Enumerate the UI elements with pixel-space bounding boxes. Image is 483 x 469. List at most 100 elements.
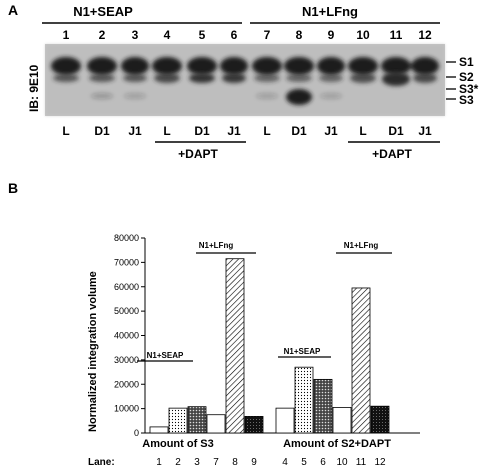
ligand-label: J1: [128, 124, 142, 138]
ligand-label: D1: [291, 124, 307, 138]
lane-number: 5: [199, 28, 206, 42]
lane-number: 11: [390, 28, 403, 42]
lane-labels: 1 2 3 7 8 9 4 5 6 10 11 12: [156, 457, 386, 468]
lane-number: 6: [231, 28, 238, 42]
bar-lane-11: [351, 287, 371, 434]
band-label-s3-star: S3*: [459, 82, 479, 96]
bar-chart: Normalized integration volume 0 10000 2000…: [87, 233, 420, 468]
group-label-s2-dapt: Amount of S2+DAPT: [283, 438, 391, 450]
band-s1: [284, 57, 314, 75]
ligand-label: L: [359, 124, 366, 138]
band-s2: [254, 74, 280, 82]
lane-caption: Lane:: [88, 457, 115, 468]
bar-lane-4: [275, 407, 295, 434]
bar-lane-12: [370, 405, 390, 434]
lane-number: 10: [356, 28, 370, 42]
group-label-lfng: N1+LFng: [302, 4, 358, 19]
panel-b-letter: B: [8, 180, 19, 196]
bar-lane-6: [313, 378, 333, 434]
dapt-label: +DAPT: [178, 147, 218, 161]
band-s1: [152, 57, 182, 75]
western-blot: [45, 44, 445, 116]
dapt-label: +DAPT: [372, 147, 412, 161]
blot-ylabel: IB: 9E10: [27, 64, 41, 112]
x-tick-label: 5: [301, 457, 307, 468]
ligand-label: L: [263, 124, 270, 138]
lane-numbers: 1 2 3 4 5 6 7 8 9 10 11 12: [63, 28, 432, 42]
band-s1: [381, 57, 411, 75]
band-s3: [286, 89, 312, 105]
group-label-s3: Amount of S3: [142, 438, 214, 450]
y-tick-label: 10000: [114, 404, 139, 414]
y-tick-label: 30000: [114, 355, 139, 365]
lane-number: 8: [296, 28, 303, 42]
annotation-label: N1+SEAP: [284, 347, 321, 356]
lane-number: 2: [99, 28, 106, 42]
annotation-label: N1+LFng: [199, 241, 234, 250]
band-s2: [189, 73, 215, 83]
ligand-label: D1: [194, 124, 210, 138]
x-tick-label: 7: [213, 457, 219, 468]
y-tick-label: 80000: [114, 233, 139, 243]
band-s3: [124, 93, 146, 99]
x-tick-label: 1: [156, 457, 162, 468]
band-s1: [187, 57, 217, 75]
y-tick-label: 60000: [114, 282, 139, 292]
lane-number: 1: [63, 28, 70, 42]
ligand-label: J1: [227, 124, 241, 138]
band-s3: [256, 93, 278, 99]
bar-lane-9: [244, 416, 264, 434]
band-s2: [89, 74, 115, 82]
band-s1: [317, 57, 345, 75]
y-tick-label: 40000: [114, 331, 139, 341]
band-label-s1: S1: [459, 55, 474, 69]
y-tick-label: 0: [134, 428, 139, 438]
x-tick-label: 9: [251, 457, 257, 468]
lane-number: 4: [164, 28, 171, 42]
y-tick-label: 70000: [114, 257, 139, 267]
panel-a-letter: A: [8, 2, 19, 18]
x-tick-label: 8: [232, 457, 238, 468]
ligand-label: L: [62, 124, 69, 138]
x-tick-label: 12: [374, 457, 386, 468]
y-tick-label: 50000: [114, 306, 139, 316]
bar-lane-8: [225, 258, 245, 434]
band-s1: [87, 57, 117, 75]
x-tick-label: 2: [175, 457, 181, 468]
band-label-s3: S3: [459, 93, 474, 107]
bar-lane-2: [168, 407, 188, 434]
annotation-label: N1+SEAP: [147, 351, 184, 360]
x-tick-label: 11: [356, 457, 367, 468]
band-s1: [220, 57, 248, 75]
band-s2: [222, 73, 246, 83]
band-labels: S1 S2 S3* S3: [446, 55, 479, 107]
lane-number: 3: [132, 28, 139, 42]
band-s1: [348, 57, 378, 75]
lane-number: 7: [264, 28, 271, 42]
bar-lane-5: [294, 366, 314, 434]
lane-number: 9: [328, 28, 335, 42]
band-s1: [411, 57, 439, 75]
ligand-labels: L D1 J1 L D1 J1 L D1 J1 L D1 J1: [62, 124, 432, 138]
annotation-label: N1+LFng: [344, 241, 379, 250]
band-s2: [53, 74, 79, 82]
x-tick-label: 4: [282, 457, 288, 468]
band-s2: [382, 72, 410, 86]
bar-lane-10: [332, 407, 352, 434]
bar-lane-1: [149, 426, 169, 434]
ligand-label: J1: [324, 124, 338, 138]
band-s3: [91, 93, 113, 99]
bars: [149, 258, 390, 434]
band-s2: [319, 74, 343, 82]
bar-lane-7: [206, 414, 226, 434]
band-s2: [413, 73, 437, 83]
x-tick-label: 10: [336, 457, 348, 468]
panel-a-figure: N1+SEAP N1+LFng 1 2 3 4 5 6 7 8 9 10 11 …: [27, 4, 479, 161]
band-s1: [121, 57, 149, 75]
group-label-seap: N1+SEAP: [73, 4, 133, 19]
band-s2: [350, 73, 376, 83]
band-s2: [286, 74, 312, 82]
ligand-label: D1: [94, 124, 110, 138]
band-s2: [123, 74, 147, 82]
x-tick-label: 6: [320, 457, 326, 468]
